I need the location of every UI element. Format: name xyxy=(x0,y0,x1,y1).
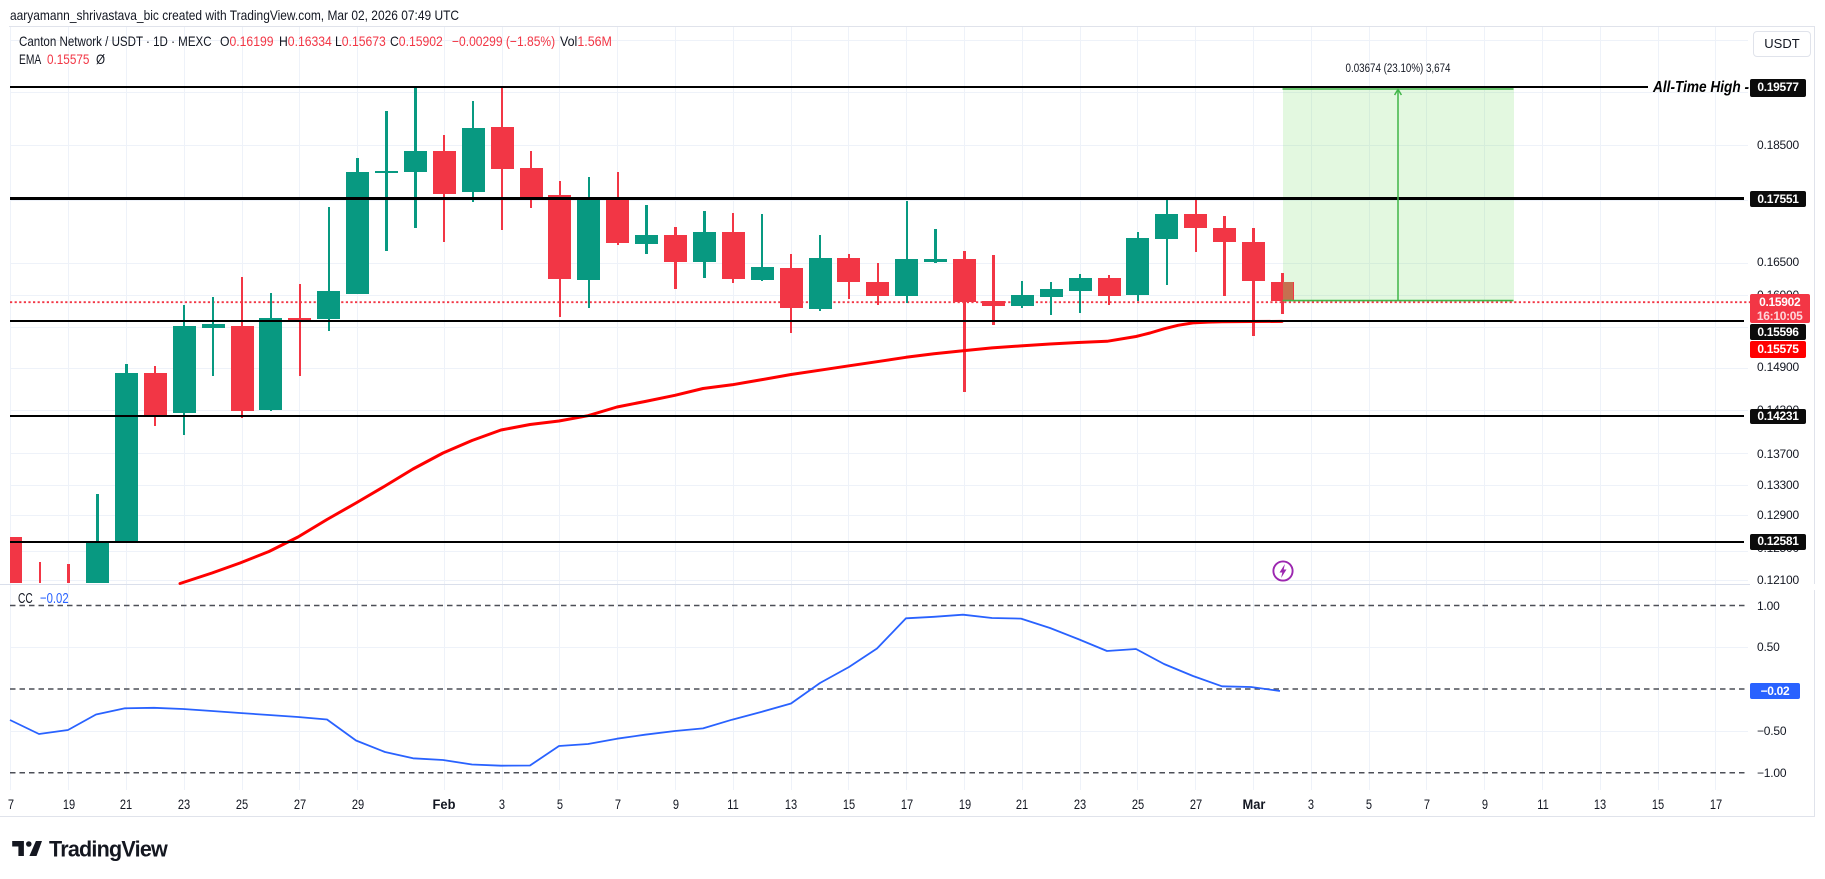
svg-text:TradingView: TradingView xyxy=(49,839,169,861)
